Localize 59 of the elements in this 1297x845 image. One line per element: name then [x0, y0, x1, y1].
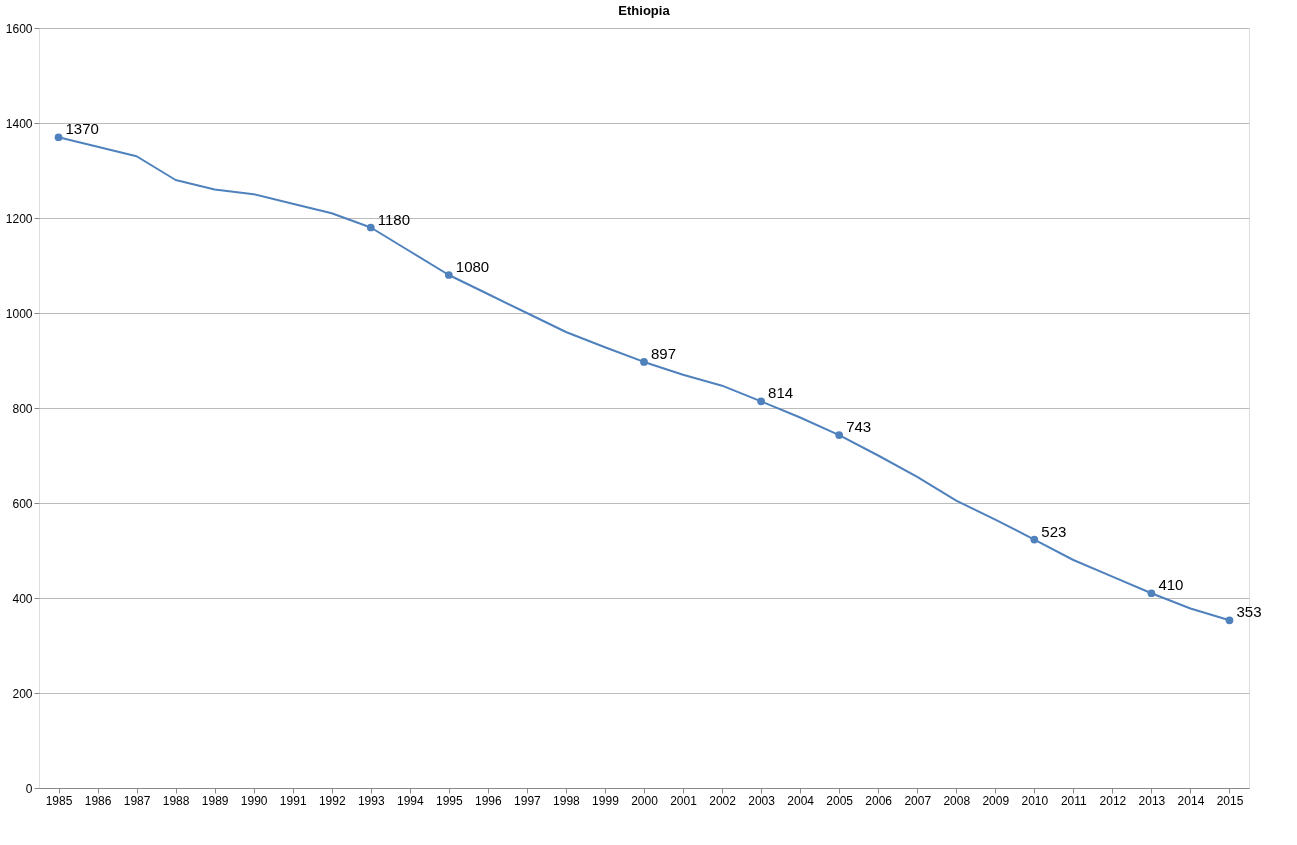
point — [444, 271, 453, 279]
x-tick-label: 1998 — [553, 793, 581, 808]
x-tick-label: 2015 — [1216, 793, 1244, 808]
x-tick-label: 2012 — [1099, 793, 1127, 808]
y-tick-label: 600 — [12, 496, 33, 511]
x-tick-label: 2000 — [631, 793, 659, 808]
x-tick-label: 1993 — [357, 793, 385, 808]
x-tick-label: 2013 — [1138, 793, 1166, 808]
data-label: 743 — [846, 418, 872, 436]
x-tick-label: 1996 — [475, 793, 503, 808]
x-tick-label: 2010 — [1021, 793, 1049, 808]
data-label: 1080 — [455, 258, 490, 275]
data-label: 1370 — [65, 120, 99, 138]
x-tick-label: 1988 — [162, 793, 190, 808]
x-tick-label: 2005 — [826, 793, 854, 808]
point — [757, 397, 765, 406]
y-tick-label: 1600 — [5, 21, 33, 36]
x-tick-label: 1995 — [435, 793, 464, 808]
data-label: 523 — [1041, 522, 1067, 540]
point — [835, 431, 844, 439]
x-tick-label: 1989 — [201, 793, 229, 808]
data-label: 410 — [1158, 576, 1184, 594]
point — [366, 223, 375, 232]
x-tick-label: 1992 — [318, 793, 346, 808]
data-label: 1180 — [377, 210, 411, 228]
x-tick-label: 2014 — [1177, 793, 1205, 808]
x-tick-label: 2011 — [1060, 793, 1088, 808]
x-tick-label: 2002 — [709, 793, 737, 808]
x-tick-label: 1994 — [396, 793, 424, 808]
x-tick-label: 2004 — [787, 793, 815, 808]
point — [640, 358, 648, 366]
x-tick-label: 2001 — [670, 793, 698, 808]
point — [1147, 589, 1156, 598]
chart-title: Ethiopia — [618, 3, 671, 18]
x-tick-label: 2003 — [748, 793, 776, 808]
point — [54, 133, 63, 142]
y-tick-label: 1000 — [5, 306, 33, 321]
y-tick-label: 800 — [12, 401, 33, 416]
y-tick-label: 400 — [12, 591, 33, 606]
x-tick-label: 2007 — [904, 793, 932, 808]
data-label: 353 — [1236, 603, 1262, 621]
x-tick-label: 1999 — [592, 793, 620, 808]
x-tick-label: 1987 — [123, 793, 151, 808]
x-tick-label: 2009 — [982, 793, 1010, 808]
data-label: 814 — [768, 384, 794, 402]
point — [1225, 616, 1234, 625]
x-tick-label: 1986 — [84, 793, 112, 808]
x-tick-label: 1985 — [45, 793, 73, 808]
y-tick-label: 1400 — [5, 116, 33, 131]
x-tick-label: 2008 — [943, 793, 971, 808]
x-tick-label: 2006 — [865, 793, 893, 808]
y-tick-label: 1200 — [5, 211, 33, 226]
y-tick-label: 0 — [25, 781, 33, 796]
y-tick-label: 200 — [12, 686, 33, 701]
x-tick-label: 1990 — [240, 793, 268, 808]
point — [1030, 535, 1039, 544]
data-label: 897 — [651, 344, 677, 362]
x-tick-label: 1997 — [514, 793, 542, 808]
x-tick-label: 1991 — [279, 793, 307, 808]
